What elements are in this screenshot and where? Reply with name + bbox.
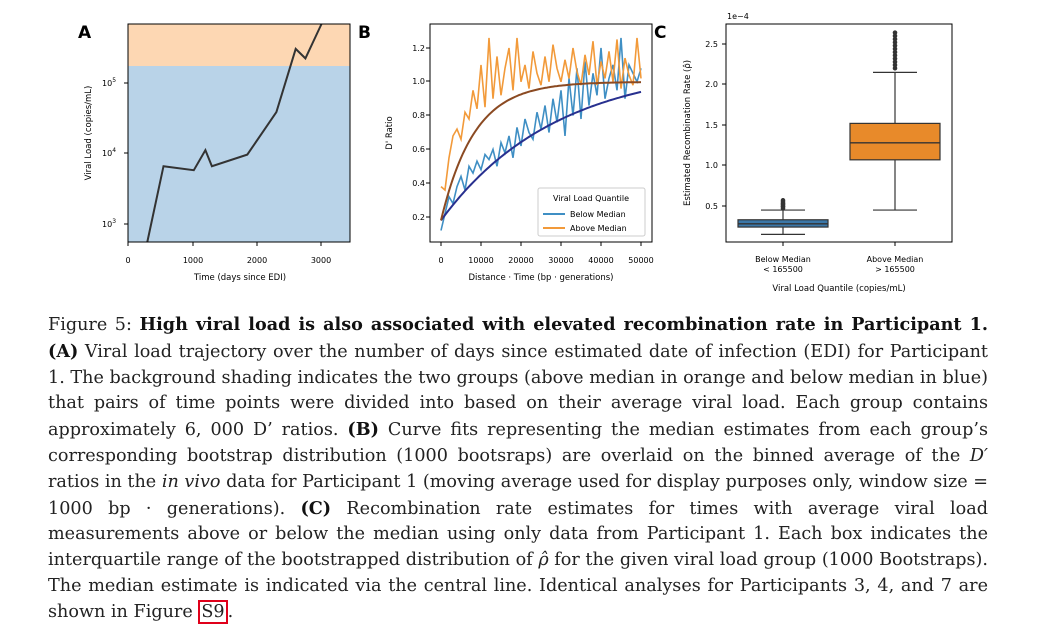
panel-c-y-axis: 0.5 1.0 1.5 2.0 2.5 [705,40,726,211]
panel-b: B Viral Load Quantile Below Median Above… [358,23,654,283]
x-tick-label: 10000 [468,256,493,265]
x-tick-label: 30000 [548,256,573,265]
y-tick-label: 103 [102,218,116,229]
caption-text: . [228,602,234,622]
x-tick-label: 20000 [508,256,533,265]
caption-title: High viral load is also associated with … [139,314,988,335]
y-tick-label: 0.4 [412,179,425,188]
category-label-above: Above Median [867,255,924,264]
panel-a-letter: A [78,23,92,43]
panel-b-x-axis: 0 10000 20000 30000 40000 50000 [438,242,653,265]
y-tick-label: 0.2 [412,213,425,222]
panel-a-y-axis: 105 104 103 [102,77,128,229]
panel-a-y-label: Viral Load (copies/mL) [84,86,94,181]
panel-b-y-label: D' Ratio [385,116,395,149]
panel-b-y-axis: 0.2 0.4 0.6 0.8 1.0 1.2 [412,44,430,222]
y-tick-label: 1.0 [705,161,718,170]
y-tick-label: 1.2 [412,44,425,53]
below-median-region [128,66,350,242]
y-tick-label: 105 [102,77,116,88]
category-threshold-above: > 165500 [875,265,915,274]
legend-label-below: Below Median [570,210,626,219]
panel-c-x-label: Viral Load Quantile (copies/mL) [772,284,905,294]
panel-c: C 1e−4 0.5 1.0 1.5 2.0 2.5 Below Median … [654,12,952,294]
panel-b-letter: B [358,23,371,43]
category-threshold-below: < 165500 [763,265,803,274]
panel-c-y-label: Estimated Recombination Rate (ρ̂) [682,60,693,206]
caption-panel-c-marker: (C) [300,498,331,519]
outlier-point [893,30,898,35]
panel-c-offset-label: 1e−4 [727,12,749,21]
above-median-region [128,24,350,66]
panel-a-x-axis: 0 1000 2000 3000 [125,242,331,265]
figure-s9-link[interactable]: S9 [198,600,227,624]
iqr-box [850,123,940,159]
caption-math-d-prime: D′ [970,446,988,466]
panel-a-x-label: Time (days since EDI) [193,273,286,283]
panel-c-boxes [738,30,940,234]
y-tick-label: 1.5 [705,121,718,130]
figure-5: A 0 1000 2000 3000 105 104 103 Time (day… [0,0,1038,305]
y-tick-label: 0.5 [705,202,718,211]
panel-b-x-label: Distance · Time (bp · generations) [469,273,614,283]
y-tick-label: 2.0 [705,80,718,89]
panel-c-x-axis: Below Median < 165500 Above Median > 165… [755,242,923,274]
caption-panel-a-marker: (A) [48,341,78,362]
figure-caption: Figure 5: High viral load is also associ… [48,312,988,626]
caption-panel-b-marker: (B) [347,419,379,440]
y-tick-label: 104 [102,147,116,158]
legend-label-above: Above Median [570,224,627,233]
y-tick-label: 1.0 [412,77,425,86]
x-tick-label: 0 [438,256,443,265]
outlier-point [781,198,786,203]
x-tick-label: 2000 [247,256,267,265]
x-tick-label: 50000 [628,256,653,265]
category-label-below: Below Median [755,255,811,264]
panel-c-letter: C [654,23,666,43]
y-tick-label: 2.5 [705,40,718,49]
panel-b-legend: Viral Load Quantile Below Median Above M… [538,188,645,236]
y-tick-label: 0.8 [412,111,425,120]
x-tick-label: 0 [125,256,130,265]
legend-title: Viral Load Quantile [553,194,629,203]
caption-text: ratios in the [48,472,162,492]
x-tick-label: 1000 [183,256,203,265]
caption-in-vivo: in vivo [162,472,221,492]
y-tick-label: 0.6 [412,145,425,154]
caption-prefix: Figure 5: [48,315,139,335]
above-median-series [441,38,641,190]
panel-a: A 0 1000 2000 3000 105 104 103 Time (day… [78,23,350,283]
caption-math-rho-hat: ρ̂ [538,550,548,570]
x-tick-label: 40000 [588,256,613,265]
x-tick-label: 3000 [311,256,331,265]
